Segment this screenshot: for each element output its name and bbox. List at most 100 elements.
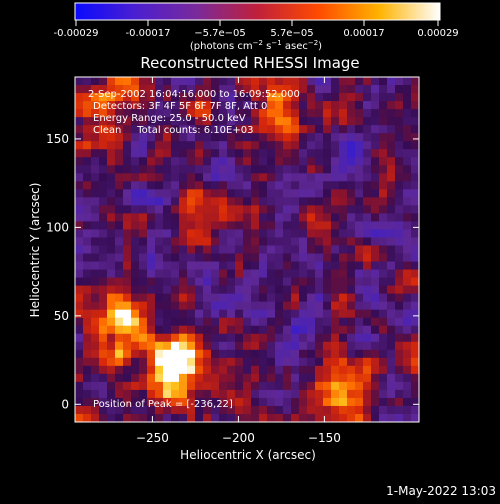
heatmap-cell [75, 101, 84, 110]
heatmap-cell [339, 245, 348, 255]
heatmap-cell [259, 397, 268, 407]
heatmap-cell [155, 237, 164, 247]
heatmap-cell [115, 157, 124, 166]
heatmap-cell [235, 189, 244, 198]
heatmap-cell [331, 341, 340, 351]
heatmap-cell [179, 349, 188, 359]
heatmap-cell [99, 101, 108, 110]
heatmap-cell [379, 109, 388, 118]
heatmap-cell [187, 293, 196, 303]
heatmap-cell [291, 293, 300, 303]
heatmap-cell [195, 245, 204, 255]
heatmap-cell [171, 341, 180, 351]
heatmap-cell [107, 173, 116, 182]
heatmap-cell [291, 109, 300, 118]
heatmap-cell [179, 237, 188, 247]
heatmap-cell [187, 357, 196, 367]
heatmap-cell [91, 101, 100, 110]
heatmap-cell [235, 141, 244, 150]
heatmap-cell [299, 165, 308, 174]
heatmap-cell [355, 413, 364, 422]
heatmap-cell [219, 293, 228, 303]
heatmap-cell [411, 269, 419, 279]
heatmap-cell [195, 237, 204, 247]
heatmap-cell [171, 221, 180, 231]
heatmap-cell [283, 341, 292, 351]
heatmap-cell [307, 101, 316, 110]
heatmap-cell [251, 277, 260, 287]
heatmap-cell [187, 381, 196, 391]
heatmap-cell [283, 197, 292, 206]
heatmap-cell [379, 253, 388, 263]
heatmap-cell [163, 173, 172, 182]
heatmap-cell [91, 277, 100, 287]
heatmap-cell [83, 93, 92, 102]
heatmap-cell [75, 197, 84, 206]
heatmap-cell [107, 141, 116, 150]
heatmap-cell [243, 237, 252, 247]
heatmap-cell [203, 133, 212, 142]
heatmap-cell [115, 141, 124, 150]
heatmap-cell [315, 373, 324, 383]
heatmap-cell [307, 333, 316, 343]
heatmap-cell [379, 149, 388, 158]
heatmap-cell [363, 133, 372, 142]
heatmap-cell [355, 389, 364, 399]
heatmap-cell [123, 157, 132, 166]
heatmap-cell [83, 189, 92, 198]
heatmap-cell [251, 181, 260, 190]
heatmap-cell [243, 197, 252, 206]
heatmap-cell [91, 381, 100, 391]
heatmap-cell [195, 197, 204, 206]
heatmap-cell [379, 285, 388, 295]
heatmap-cell [331, 413, 340, 422]
heatmap-cell [275, 317, 284, 327]
heatmap-cell [331, 125, 340, 134]
heatmap-cell [403, 349, 412, 359]
heatmap-cell [195, 101, 204, 110]
heatmap-cell [75, 93, 84, 102]
heatmap-cell [259, 117, 268, 126]
heatmap-cell [107, 229, 116, 239]
heatmap-cell [187, 93, 196, 102]
heatmap-cell [395, 109, 404, 118]
heatmap-cell [115, 341, 124, 351]
heatmap-cell [83, 373, 92, 383]
heatmap-cell [395, 101, 404, 110]
heatmap-cell [219, 245, 228, 255]
heatmap-cell [387, 125, 396, 134]
heatmap-cell [227, 389, 236, 399]
heatmap-cell [179, 141, 188, 150]
heatmap-cell [299, 141, 308, 150]
heatmap-cell [259, 389, 268, 399]
heatmap-cell [259, 77, 268, 86]
heatmap-cell [107, 309, 116, 319]
heatmap-cell [91, 157, 100, 166]
heatmap-cell [315, 141, 324, 150]
heatmap-cell [83, 237, 92, 247]
heatmap-cell [395, 357, 404, 367]
heatmap-cell [355, 93, 364, 102]
heatmap-cell [235, 85, 244, 94]
heatmap-cell [75, 381, 84, 391]
heatmap-cell [291, 101, 300, 110]
heatmap-cell [283, 149, 292, 158]
heatmap-cell [251, 293, 260, 303]
heatmap-cell [131, 173, 140, 182]
heatmap-cell [227, 277, 236, 287]
heatmap-cell [347, 293, 356, 303]
heatmap-cell [323, 205, 332, 214]
heatmap-cell [291, 389, 300, 399]
heatmap-cell [131, 93, 140, 102]
x-tick-label: −200 [222, 431, 255, 445]
heatmap-cell [387, 325, 396, 335]
heatmap-cell [403, 205, 412, 214]
heatmap-cell [243, 309, 252, 319]
heatmap-cell [99, 173, 108, 182]
heatmap-cell [259, 349, 268, 359]
heatmap-cell [275, 349, 284, 359]
heatmap-cell [187, 397, 196, 407]
heatmap-cell [147, 157, 156, 166]
heatmap-cell [107, 117, 116, 126]
heatmap-cell [211, 93, 220, 102]
